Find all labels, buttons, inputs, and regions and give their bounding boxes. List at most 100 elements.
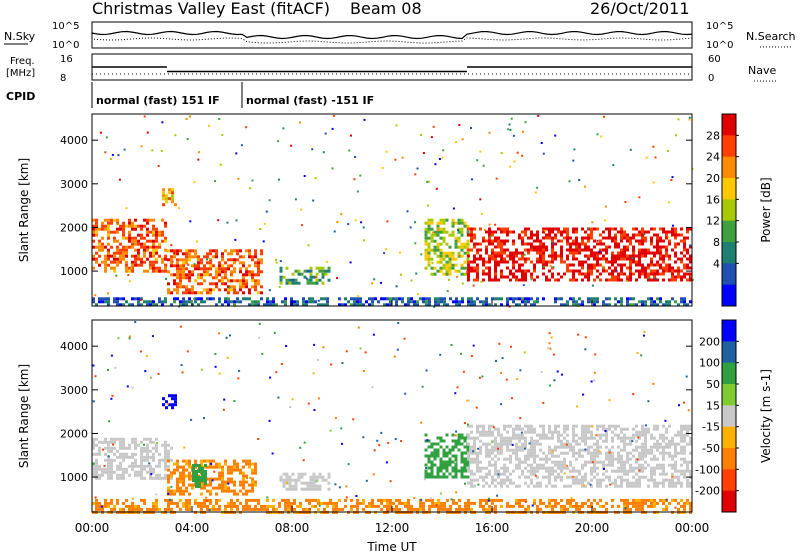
echo-cell xyxy=(212,249,215,253)
speckle-cell xyxy=(608,399,611,402)
echo-cell xyxy=(128,230,131,234)
echo-cell xyxy=(689,507,692,511)
echo-cell xyxy=(125,236,128,240)
echo-cell xyxy=(497,442,500,446)
echo-cell xyxy=(497,227,500,231)
echo-cell xyxy=(125,260,128,264)
speckle-cell xyxy=(437,229,440,231)
echo-cell xyxy=(318,484,322,488)
echo-cell xyxy=(626,451,629,455)
echo-cell xyxy=(439,251,443,255)
echo-cell xyxy=(605,269,608,273)
speckle-cell xyxy=(548,342,551,345)
echo-cell xyxy=(188,465,191,469)
echo-cell xyxy=(497,451,500,455)
echo-cell xyxy=(179,489,182,493)
echo-cell xyxy=(107,233,110,237)
speckle-cell xyxy=(647,400,650,403)
echo-cell xyxy=(430,472,434,476)
echo-cell xyxy=(521,433,524,437)
echo-cell xyxy=(152,303,155,307)
echo-cell xyxy=(524,457,527,461)
echo-cell xyxy=(107,218,110,222)
echo-cell xyxy=(92,300,95,304)
speckle-cell xyxy=(100,505,103,508)
echo-cell xyxy=(143,269,146,273)
echo-cell xyxy=(467,300,470,304)
echo-cell xyxy=(677,469,680,473)
echo-cell xyxy=(218,297,221,301)
speckle-cell xyxy=(315,480,318,483)
echo-cell xyxy=(599,478,602,482)
echo-cell xyxy=(305,303,308,307)
echo-cell xyxy=(611,424,614,428)
echo-cell xyxy=(515,442,518,446)
echo-cell xyxy=(248,297,251,301)
echo-cell xyxy=(446,507,449,511)
echo-cell xyxy=(500,272,503,276)
echo-cell xyxy=(650,278,653,282)
echo-cell xyxy=(119,242,122,246)
echo-cell xyxy=(686,230,689,234)
echo-cell xyxy=(104,300,107,304)
echo-cell xyxy=(260,249,263,253)
echo-cell xyxy=(239,249,242,253)
speckle-cell xyxy=(572,475,574,478)
speckle-cell xyxy=(534,191,537,194)
speckle-cell xyxy=(298,121,301,124)
echo-cell xyxy=(563,457,566,461)
echo-cell xyxy=(179,249,182,253)
echo-cell xyxy=(143,218,146,222)
echo-cell xyxy=(662,239,665,243)
echo-cell xyxy=(632,260,635,264)
echo-cell xyxy=(506,424,509,428)
echo-cell xyxy=(116,263,119,267)
x-tick-label-1: 04:00 xyxy=(175,521,210,535)
echo-cell xyxy=(488,454,491,458)
speckle-cell xyxy=(491,441,494,444)
speckle-cell xyxy=(488,223,491,226)
echo-cell xyxy=(173,282,176,286)
echo-cell xyxy=(179,282,182,286)
speckle-cell xyxy=(318,504,321,507)
echo-cell xyxy=(128,446,131,450)
echo-cell xyxy=(95,452,98,456)
echo-cell xyxy=(218,279,221,283)
echo-cell xyxy=(439,457,443,461)
echo-cell xyxy=(545,263,548,267)
speckle-cell xyxy=(401,156,404,159)
echo-cell xyxy=(248,459,251,463)
echo-cell xyxy=(479,466,482,470)
echo-cell xyxy=(338,297,341,301)
echo-cell xyxy=(155,501,158,505)
echo-cell xyxy=(671,233,674,237)
echo-cell xyxy=(134,464,137,468)
speckle-cell xyxy=(185,118,188,120)
echo-cell xyxy=(321,281,325,285)
echo-cell xyxy=(536,233,539,237)
echo-cell xyxy=(650,260,653,264)
echo-cell xyxy=(107,455,110,459)
echo-cell xyxy=(140,458,143,462)
echo-cell xyxy=(479,257,482,261)
echo-cell xyxy=(167,459,170,463)
echo-cell xyxy=(620,460,623,464)
echo-cell xyxy=(140,455,143,459)
echo-cell xyxy=(668,463,671,467)
echo-cell xyxy=(512,260,515,264)
speckle-cell xyxy=(180,364,183,367)
echo-cell xyxy=(641,251,644,255)
echo-cell xyxy=(95,507,98,511)
echo-cell xyxy=(641,475,644,479)
echo-cell xyxy=(101,221,104,225)
echo-cell xyxy=(239,501,242,505)
echo-cell xyxy=(527,484,530,488)
echo-cell xyxy=(427,257,431,261)
echo-cell xyxy=(668,300,671,304)
speckle-cell xyxy=(549,264,552,267)
echo-cell xyxy=(572,427,575,431)
echo-cell xyxy=(427,260,431,264)
echo-cell xyxy=(466,257,470,261)
colorbar-segment-1 xyxy=(722,341,736,364)
echo-cell xyxy=(491,481,494,485)
